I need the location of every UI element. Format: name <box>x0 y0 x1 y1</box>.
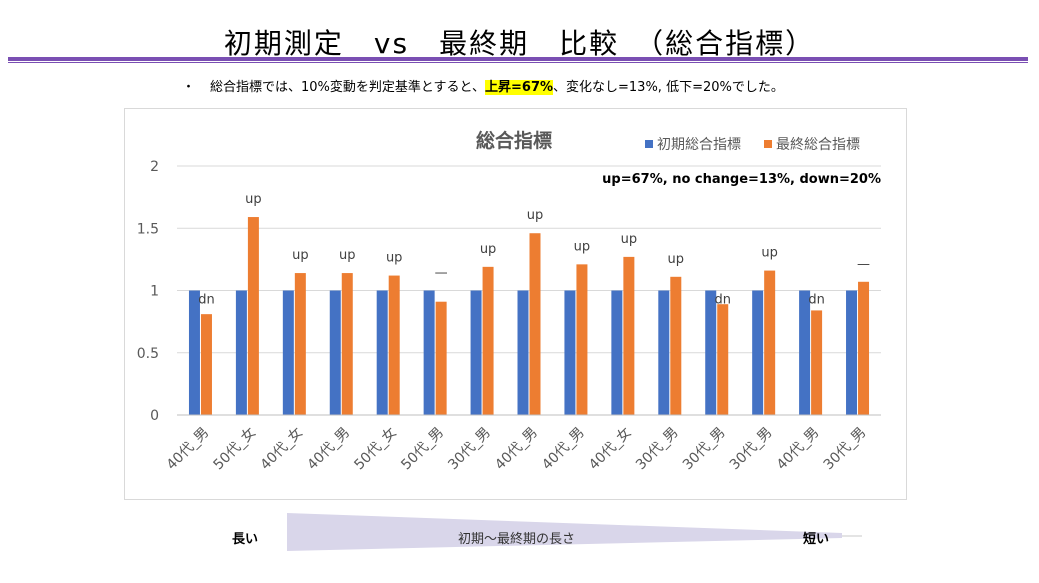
bullet-highlight: 上昇=67% <box>485 80 554 95</box>
bar-final <box>764 270 776 415</box>
x-tick-label: 30代_男 <box>727 425 776 474</box>
duration-arrow <box>287 513 862 551</box>
bar-initial <box>235 290 247 415</box>
duration-wedge <box>287 513 842 551</box>
legend-label: 初期総合指標 <box>657 136 741 153</box>
x-tick-label: 30代_男 <box>821 425 870 474</box>
bar-initial <box>752 290 764 415</box>
bar-initial <box>282 290 294 415</box>
bar-initial <box>517 290 529 415</box>
bar-final <box>858 281 870 415</box>
bar-final <box>529 233 541 415</box>
bar-change-label: up <box>292 248 309 263</box>
label-short: 短い <box>803 532 830 547</box>
bar-final <box>811 310 823 415</box>
bar-final <box>247 217 259 415</box>
bar-initial <box>611 290 623 415</box>
y-tick-label: 1 <box>150 284 159 300</box>
bar-final <box>435 301 447 415</box>
x-tick-label: 40代_男 <box>774 425 823 474</box>
bar-initial <box>564 290 576 415</box>
slide-title: 初期測定 vs 最終期 比較 （総合指標） <box>223 27 816 60</box>
bar-final <box>388 275 400 415</box>
bar-initial <box>423 290 435 415</box>
bar-final <box>294 273 306 415</box>
x-tick-label: 40代_男 <box>164 425 213 474</box>
bar-final <box>623 256 635 415</box>
legend-swatch <box>645 140 653 148</box>
title-rule-thin <box>8 62 1028 63</box>
label-duration: 初期～最終期の長さ <box>458 532 576 547</box>
bar-change-label: up <box>761 246 778 261</box>
x-tick-label: 50代_女 <box>351 424 400 473</box>
bar-initial <box>188 290 200 415</box>
legend-label: 最終総合指標 <box>776 137 860 153</box>
title-rule <box>8 57 1028 61</box>
bar-initial <box>799 290 811 415</box>
y-tick-label: 0 <box>150 408 159 424</box>
bar-final <box>717 304 729 415</box>
x-tick-label: 30代_男 <box>633 425 682 474</box>
bullet-text-before: 総合指標では、10%変動を判定基準とすると、 <box>210 80 485 95</box>
x-tick-label: 40代_女 <box>257 424 306 473</box>
bullet-text-after: 、変化なし=13%, 低下=20%でした。 <box>553 80 784 95</box>
summary-bullet: ・総合指標では、10%変動を判定基準とすると、上昇=67%、変化なし=13%, … <box>182 76 784 95</box>
x-tick-label: 40代_男 <box>304 425 353 474</box>
chart-annotation: up=67%, no change=13%, down=20% <box>602 172 881 187</box>
bar-change-label: dn <box>808 293 825 308</box>
bar-final <box>670 276 682 415</box>
bar-change-label: up <box>668 252 685 267</box>
bar-change-label: dn <box>714 293 731 308</box>
x-tick-label: 40代_女 <box>585 424 634 473</box>
x-tick-label: 30代_男 <box>680 425 729 474</box>
bar-change-label: up <box>574 239 591 254</box>
y-tick-label: 1.5 <box>137 221 159 237</box>
chart-title: 総合指標 <box>476 129 552 152</box>
bar-change-label: up <box>480 242 497 257</box>
bar-initial <box>846 290 858 415</box>
chart: 0 0.5 1 1.5 2 総合指標 初期総合指標 最終総合指標 up=67%, no chan… <box>137 129 881 474</box>
bar-final <box>576 264 588 415</box>
x-tick-label: 40代_男 <box>539 425 588 474</box>
x-tick-label: 50代_女 <box>210 424 259 473</box>
bar-initial <box>470 290 482 415</box>
bar-change-label: up <box>245 192 262 207</box>
bullet-dot: ・ <box>182 80 196 95</box>
bar-initial <box>658 290 670 415</box>
bar-change-label: dn <box>198 293 215 308</box>
bar-initial <box>705 290 717 415</box>
bar-initial <box>329 290 341 415</box>
bar-change-label: up <box>339 248 356 263</box>
bar-change-label: — <box>435 266 448 281</box>
bar-final <box>482 266 494 415</box>
bar-final <box>200 314 212 415</box>
legend-swatch <box>764 140 772 148</box>
label-long: 長い <box>232 532 259 547</box>
bar-final <box>341 273 353 415</box>
bar-change-label: up <box>386 251 403 266</box>
bar-change-label: — <box>857 257 870 272</box>
x-tick-label: 40代_男 <box>492 425 541 474</box>
y-tick-label: 0.5 <box>137 346 159 362</box>
bar-change-label: up <box>527 208 544 223</box>
bar-initial <box>376 290 388 415</box>
x-tick-label: 30代_男 <box>445 425 494 474</box>
y-tick-label: 2 <box>150 159 159 175</box>
x-tick-label: 50代_男 <box>398 425 447 474</box>
bar-change-label: up <box>621 232 638 247</box>
